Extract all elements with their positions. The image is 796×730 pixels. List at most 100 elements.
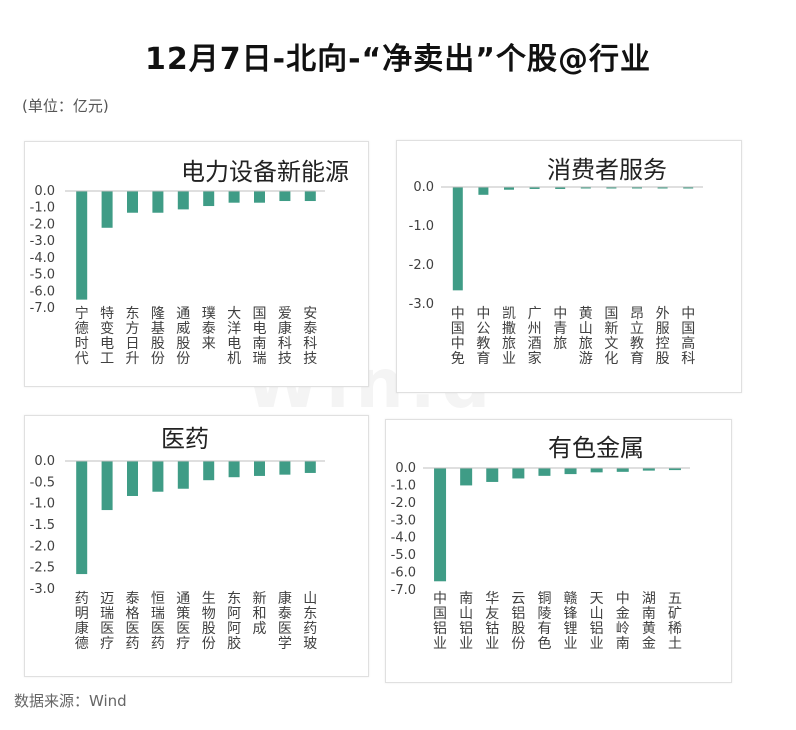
y-tick-label: -4.0 xyxy=(30,251,55,266)
bar xyxy=(512,468,525,479)
bar xyxy=(203,461,215,481)
y-tick-label: -3.0 xyxy=(409,297,434,312)
bar xyxy=(101,191,113,228)
category-label: 爱康科技 xyxy=(278,306,292,367)
y-tick-label: -4.0 xyxy=(391,531,416,546)
y-tick-label: -7.0 xyxy=(30,301,55,316)
y-tick-label: -7.0 xyxy=(391,583,416,598)
category-label: 凯撒旅业 xyxy=(502,306,516,367)
category-label: 南山铝业 xyxy=(459,591,473,652)
bar xyxy=(304,191,316,202)
y-tick-label: -2.0 xyxy=(391,496,416,511)
y-tick-label: 0.0 xyxy=(395,461,416,476)
category-label: 新和成 xyxy=(253,591,267,637)
category-label: 华友钴业 xyxy=(485,591,499,652)
bar xyxy=(504,187,514,190)
chart-title: 医药 xyxy=(161,425,209,453)
bar xyxy=(486,468,499,482)
bar xyxy=(564,468,577,475)
category-label: 生物股份 xyxy=(202,591,216,652)
chart-panel-power-equipment: 电力设备新能源 0.0 -1.0 -2.0 -3.0 -4.0 -5.0 -6.0 -7.0 宁德… xyxy=(24,141,369,387)
category-label: 康泰医学 xyxy=(278,590,292,652)
y-tick-label: -6.0 xyxy=(30,284,55,299)
category-label: 恒瑞医药 xyxy=(151,591,165,652)
y-tick-label: 0.0 xyxy=(34,454,55,469)
y-tick-label: 0.0 xyxy=(413,180,434,195)
bar xyxy=(203,191,215,207)
chart-svg: 有色金属 0.0 -1.0 -2.0 -3.0 -4.0 -5.0 -6.0 -7.0 中国铝业南… xyxy=(391,434,690,652)
bar xyxy=(580,187,591,189)
y-tick-label: -3.0 xyxy=(30,234,55,249)
y-tick-label: -2.5 xyxy=(30,561,55,576)
category-label: 外服控股 xyxy=(656,306,670,367)
category-label: 中金岭南 xyxy=(616,591,630,652)
category-label: 璞泰来 xyxy=(202,306,216,352)
y-tick-label: -2.0 xyxy=(30,539,55,554)
bar xyxy=(254,191,265,203)
y-tick-label: -5.0 xyxy=(391,548,416,563)
category-label: 黄山旅游 xyxy=(579,305,593,367)
bar xyxy=(152,191,164,213)
chart-panel-pharma: 医药 0.0 -0.5 -1.0 -1.5 -2.0 -2.5 -3.0 药明康德 迈瑞医疗 泰格医… xyxy=(24,415,369,677)
chart-title: 有色金属 xyxy=(548,434,644,462)
chart-svg: 电力设备新能源 0.0 -1.0-2.0 -3.0 -4.0 -5.0-6.0 -7.0 宁德… xyxy=(30,158,349,367)
bar xyxy=(127,461,138,496)
bar xyxy=(76,191,88,300)
category-label: 湖南黄金 xyxy=(642,591,656,652)
bar xyxy=(127,191,138,213)
bar xyxy=(478,187,489,195)
bar xyxy=(228,461,240,478)
y-tick-label: -2.0 xyxy=(30,217,55,232)
bar xyxy=(668,468,681,471)
bar xyxy=(538,468,551,476)
source-label: 数据来源：Wind xyxy=(14,692,127,710)
y-tick-label: -5.0 xyxy=(30,268,55,283)
category-label: 通威股份 xyxy=(176,306,190,367)
category-label: 中青旅 xyxy=(553,306,567,352)
bar xyxy=(460,468,473,486)
y-tick-label: 0.0 xyxy=(34,184,55,199)
category-label: 云铝股份 xyxy=(511,591,525,652)
page-title: 12月7日-北向-“净卖出”个股@行业 xyxy=(145,42,651,77)
chart-svg: 医药 0.0 -0.5 -1.0 -1.5 -2.0 -2.5 -3.0 药明康德迈瑞医疗泰格医… xyxy=(30,425,325,652)
chart-svg: 消费者服务 0.0 -1.0 -2.0 -3.0 中国中免中公教育凯撒旅业广州酒家中青旅黄… xyxy=(409,156,703,367)
category-label: 山东药玻 xyxy=(303,591,317,652)
y-tick-label: -3.0 xyxy=(391,513,416,528)
bar xyxy=(254,461,265,476)
bar xyxy=(555,187,566,189)
category-label: 东阿阿胶 xyxy=(227,591,241,652)
category-label: 中公教育 xyxy=(476,306,490,367)
category-label: 昂立教育 xyxy=(630,306,644,367)
category-label: 隆基股份 xyxy=(151,306,165,367)
y-tick-label: -1.0 xyxy=(30,201,55,216)
category-label: 国电南瑞 xyxy=(253,306,267,367)
category-label: 赣锋锂业 xyxy=(564,591,578,652)
bar xyxy=(642,468,655,471)
bar xyxy=(529,187,540,189)
bar xyxy=(228,191,240,203)
category-label: 中国铝业 xyxy=(433,591,447,652)
category-label: 五矿稀土 xyxy=(668,591,682,652)
y-tick-label: -6.0 xyxy=(391,566,416,581)
bar xyxy=(279,461,291,475)
y-tick-label: -1.5 xyxy=(30,518,55,533)
bar xyxy=(683,187,694,189)
bar xyxy=(434,468,447,582)
y-tick-label: -3.0 xyxy=(30,582,55,597)
category-label: 宁德时代 xyxy=(75,305,89,367)
chart-title: 消费者服务 xyxy=(547,156,667,184)
category-label: 铜陵有色 xyxy=(537,591,551,652)
category-label: 国新文化 xyxy=(604,306,618,367)
category-label: 安泰科技 xyxy=(303,306,317,367)
category-label: 天山铝业 xyxy=(590,591,604,652)
bar xyxy=(279,191,291,202)
y-tick-label: -1.0 xyxy=(409,219,434,234)
y-tick-label: -1.0 xyxy=(391,478,416,493)
y-tick-label: -2.0 xyxy=(409,258,434,273)
bar xyxy=(616,468,629,472)
category-label: 中国高科 xyxy=(681,306,695,367)
category-label: 特变电工 xyxy=(100,306,114,367)
bar xyxy=(657,187,668,189)
category-label: 东方日升 xyxy=(126,306,140,367)
bar xyxy=(304,461,316,473)
